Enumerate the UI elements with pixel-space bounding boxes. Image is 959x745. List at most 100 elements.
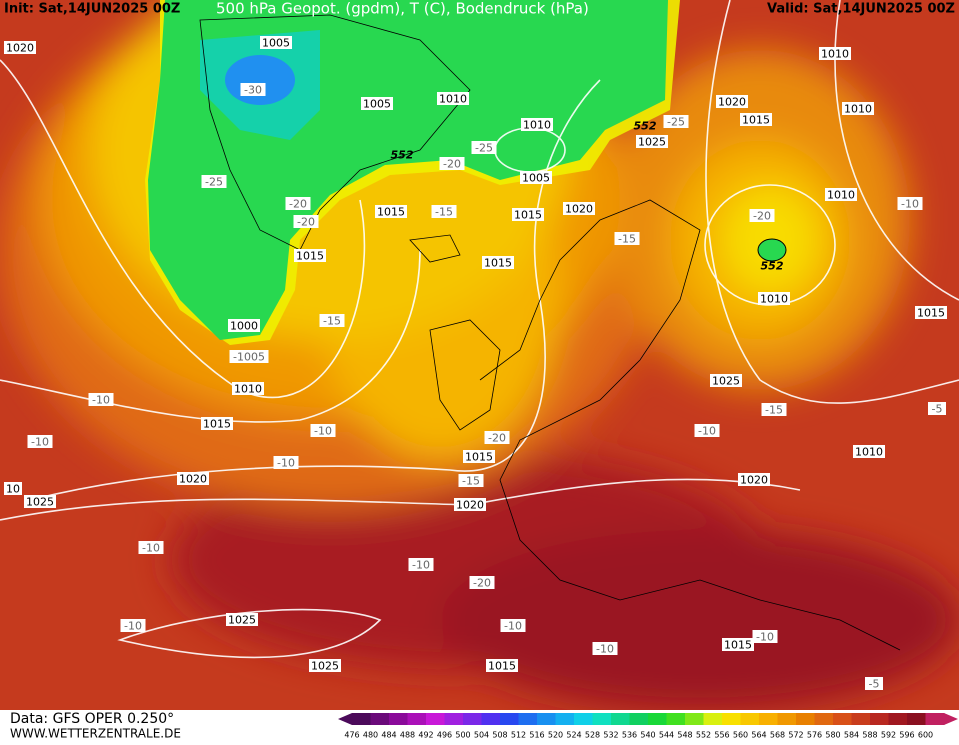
label-box bbox=[521, 118, 553, 131]
label-box bbox=[749, 209, 775, 222]
isobar-label: -20 bbox=[289, 198, 307, 211]
isobar-label: 1015 bbox=[742, 114, 770, 127]
scale-swatch bbox=[537, 713, 556, 725]
isobar-label: -20 bbox=[297, 216, 315, 229]
scale-swatch bbox=[907, 713, 926, 725]
label-box bbox=[454, 498, 486, 511]
isobar-label: 1010 bbox=[523, 119, 551, 132]
isobar-label: 1010 bbox=[760, 293, 788, 306]
label-box bbox=[439, 157, 465, 170]
init-time: Init: Sat,14JUN2025 00Z bbox=[4, 2, 180, 17]
scale-label: 512 bbox=[511, 731, 526, 740]
label-box bbox=[226, 613, 258, 626]
scale-swatch bbox=[370, 713, 390, 725]
label-box bbox=[201, 417, 233, 430]
label-box bbox=[484, 431, 510, 444]
scale-swatch bbox=[666, 713, 686, 725]
scale-label: 596 bbox=[899, 731, 914, 740]
scale-label: 572 bbox=[788, 731, 803, 740]
label-box bbox=[738, 473, 770, 486]
isobar-label: 1010 bbox=[439, 93, 467, 106]
scale-label: 580 bbox=[825, 731, 840, 740]
isobar-label: 1025 bbox=[228, 614, 256, 627]
scale-label: 504 bbox=[474, 731, 489, 740]
scale-swatch bbox=[611, 713, 630, 725]
isobar-label: 1025 bbox=[26, 496, 54, 509]
isobar-label: 1020 bbox=[179, 473, 207, 486]
valid-time: Valid: Sat,14JUN2025 00Z bbox=[767, 2, 955, 17]
label-box bbox=[897, 197, 923, 210]
scale-label: 524 bbox=[566, 731, 581, 740]
label-box bbox=[88, 393, 114, 406]
isobar-label: -15 bbox=[462, 475, 480, 488]
isobar-label: 1010 bbox=[234, 383, 262, 396]
label-box bbox=[431, 205, 457, 218]
isobar-label: -20 bbox=[753, 210, 771, 223]
scale-label: 484 bbox=[381, 731, 396, 740]
isobar-label: 1010 bbox=[821, 48, 849, 61]
label-box bbox=[614, 232, 640, 245]
isobar-label: -25 bbox=[667, 116, 685, 129]
isobar-label: 1015 bbox=[296, 250, 324, 263]
scale-label: 564 bbox=[751, 731, 766, 740]
label-box bbox=[240, 83, 266, 96]
label-box bbox=[694, 424, 720, 437]
scale-swatch bbox=[407, 713, 427, 725]
label-box bbox=[177, 472, 209, 485]
isobar-label: -10 bbox=[596, 643, 614, 656]
scale-swatch bbox=[444, 713, 464, 725]
scale-swatch bbox=[722, 713, 741, 725]
label-box bbox=[520, 171, 552, 184]
isobar-label: 1015 bbox=[484, 257, 512, 270]
isobar-label: 1020 bbox=[740, 474, 768, 487]
isobar-label: -10 bbox=[756, 631, 774, 644]
label-box bbox=[319, 314, 345, 327]
isobar-label: -25 bbox=[205, 176, 223, 189]
isobar-label: -15 bbox=[435, 206, 453, 219]
scale-swatch bbox=[500, 713, 519, 725]
label-box bbox=[865, 677, 883, 690]
scale-swatch bbox=[352, 713, 371, 725]
label-box bbox=[722, 638, 754, 651]
label-box bbox=[361, 97, 393, 110]
scale-label: 488 bbox=[400, 731, 415, 740]
isobar-label: -20 bbox=[488, 432, 506, 445]
label-box bbox=[27, 435, 53, 448]
label-box bbox=[761, 403, 787, 416]
isobar-label: -10 bbox=[277, 457, 295, 470]
label-box bbox=[375, 205, 407, 218]
isobar-label: 1020 bbox=[565, 203, 593, 216]
scale-label: 600 bbox=[918, 731, 933, 740]
isobar-label: -10 bbox=[412, 559, 430, 572]
contour-labels: 1020 1005 -30 1005 1010 552 -25 1010 1025 552 -20 -… bbox=[4, 36, 947, 691]
isobar-label: -10 bbox=[92, 394, 110, 407]
isobar-label: 1025 bbox=[311, 660, 339, 673]
scale-swatch bbox=[426, 713, 445, 725]
scale-arrow-left bbox=[338, 713, 352, 725]
scale-swatch bbox=[555, 713, 575, 725]
isobar-label: 1005 bbox=[522, 172, 550, 185]
isobar-label: 1010 bbox=[844, 103, 872, 116]
isobar-label: -5 bbox=[932, 403, 943, 416]
scale-swatch bbox=[629, 713, 649, 725]
label-box bbox=[228, 319, 260, 332]
label-box bbox=[285, 197, 311, 210]
label-box bbox=[710, 374, 742, 387]
scale-swatch bbox=[740, 713, 760, 725]
scale-label: 496 bbox=[437, 731, 452, 740]
isobar-label: 1010 bbox=[827, 189, 855, 202]
site-url: WWW.WETTERZENTRALE.DE bbox=[10, 727, 181, 741]
scale-label: 592 bbox=[881, 731, 896, 740]
isobar-label: 1005 bbox=[262, 37, 290, 50]
scale-swatch bbox=[592, 713, 612, 725]
scale-label: 536 bbox=[622, 731, 637, 740]
scale-label: 548 bbox=[677, 731, 692, 740]
scale-label: 544 bbox=[659, 731, 674, 740]
isobar-label: 1020 bbox=[456, 499, 484, 512]
label-box bbox=[636, 135, 668, 148]
label-box bbox=[740, 113, 772, 126]
label-box bbox=[408, 558, 434, 571]
label-box bbox=[24, 495, 56, 508]
scale-swatch bbox=[833, 713, 852, 725]
scale-swatch bbox=[389, 713, 408, 725]
